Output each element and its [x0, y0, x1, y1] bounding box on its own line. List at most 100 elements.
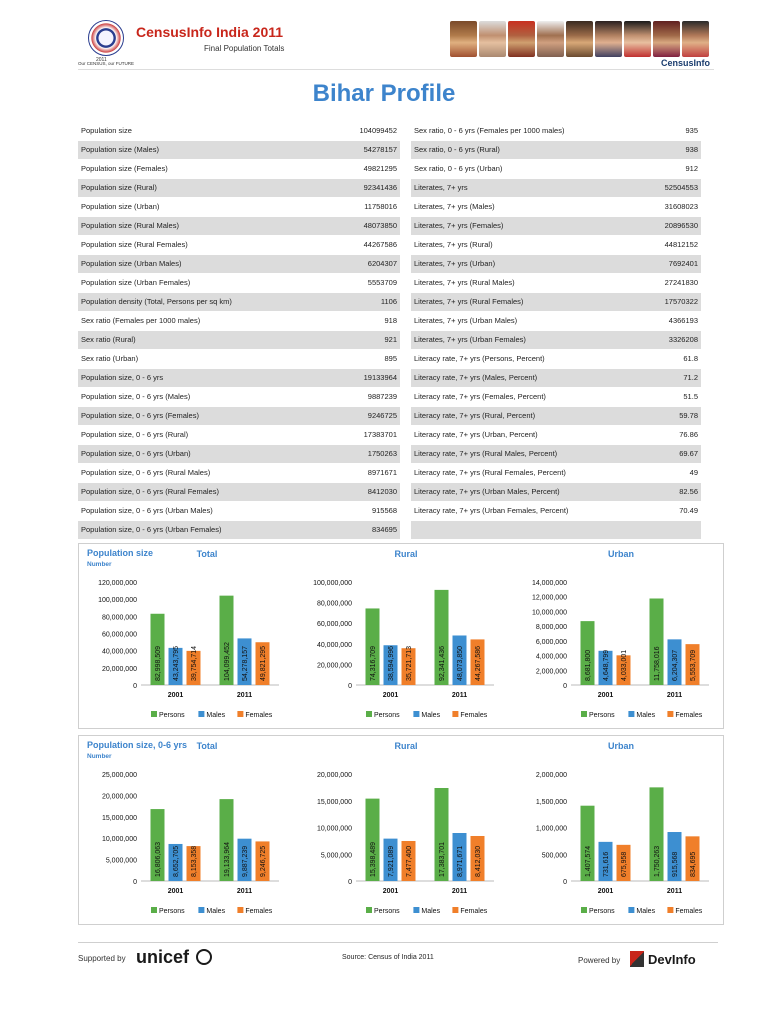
panel-unit: Number	[87, 753, 112, 760]
indicator-value: 9887239	[330, 387, 400, 407]
indicator-value: 92341436	[330, 178, 400, 198]
indicator-value: 918	[330, 311, 400, 331]
x-tick-label: 2011	[452, 888, 467, 895]
indicator-value: 4366193	[643, 311, 701, 331]
indicator-label: Literates, 7+ yrs	[411, 178, 644, 198]
indicator-value: 49	[643, 463, 701, 483]
y-tick-label: 500,000	[542, 852, 567, 859]
data-label: 4,033,001	[621, 650, 628, 681]
chart-urban: Urban 0 500,000 1,000,000 1,500,000 2,000,000…	[536, 741, 709, 915]
bar-males	[667, 639, 682, 685]
table-row: Population size, 0 - 6 yrs (Rural) 173837…	[78, 425, 400, 445]
indicator-label: Population size, 0 - 6 yrs	[78, 368, 331, 388]
legend-entry: Persons	[159, 712, 185, 719]
data-label: 44,267,586	[475, 646, 482, 681]
indicator-value	[643, 520, 701, 540]
bar-males	[598, 650, 613, 685]
data-label: 8,681,800	[585, 650, 592, 681]
y-tick-label: 20,000,000	[102, 666, 137, 673]
legend-swatch	[366, 711, 372, 717]
table-row: Population size, 0 - 6 yrs (Urban) 175026…	[78, 444, 400, 464]
table-row: Literacy rate, 7+ yrs (Rural Males, Perc…	[411, 444, 701, 464]
indicator-label: Population size (Females)	[78, 159, 331, 179]
indicator-label: Literacy rate, 7+ yrs (Urban Females, Pe…	[411, 501, 644, 521]
legend-entry: Males	[636, 908, 655, 915]
bar-males	[237, 638, 252, 685]
data-label: 11,758,016	[654, 646, 661, 681]
legend-swatch	[667, 907, 674, 913]
table-row: Population size (Females) 49821295	[78, 159, 400, 179]
indicator-value: 31608023	[643, 197, 701, 217]
table-row: Population size (Urban Females) 5553709	[78, 273, 400, 293]
table-row: Literates, 7+ yrs (Urban Males) 4366193	[411, 311, 701, 331]
table-row: Literates, 7+ yrs (Rural Females) 1757032…	[411, 292, 701, 312]
legend-entry: Males	[421, 712, 440, 719]
legend-entry: Persons	[374, 712, 400, 719]
x-tick-label: 2011	[237, 888, 252, 895]
x-tick-label: 2011	[667, 692, 682, 699]
bar-persons	[649, 787, 664, 881]
y-tick-label: 20,000,000	[317, 772, 352, 779]
brand-title: CensusInfo India 2011	[136, 24, 284, 40]
table-row: Population size, 0 - 6 yrs (Urban Female…	[78, 520, 400, 540]
bar-males	[667, 832, 682, 881]
indicator-value: 7692401	[643, 254, 701, 274]
data-label: 43,243,795	[173, 646, 180, 681]
unicef-logo: unicef	[136, 947, 190, 967]
data-label: 35,721,713	[406, 646, 413, 681]
y-tick-label: 2,000,000	[536, 668, 567, 675]
bar-males	[598, 841, 613, 881]
legend-entry: Persons	[589, 712, 615, 719]
bar-females	[401, 648, 416, 685]
x-tick-label: 2001	[168, 692, 184, 699]
indicator-value: 11758016	[330, 197, 400, 217]
legend-entry: Persons	[589, 908, 615, 915]
data-label: 74,316,709	[370, 646, 377, 681]
legend-entry: Males	[421, 908, 440, 915]
portrait-photo-icon	[508, 21, 535, 57]
indicator-label: Population density (Total, Persons per s…	[78, 292, 331, 312]
indicator-label: Sex ratio, 0 - 6 yrs (Rural)	[411, 140, 644, 160]
bar-females	[470, 835, 485, 881]
indicator-value: 938	[643, 140, 701, 160]
bar-females	[470, 639, 485, 685]
bar-persons	[434, 787, 449, 881]
data-label: 834,695	[690, 852, 697, 877]
data-label: 915,568	[672, 852, 679, 877]
y-tick-label: 80,000,000	[102, 614, 137, 621]
chart-urban: Urban 0 2,000,000 4,000,000 6,000,000 8,000,0…	[532, 549, 709, 719]
legend-swatch	[198, 907, 205, 913]
indicator-value: 71.2	[643, 368, 701, 388]
indicator-label: Sex ratio (Rural)	[78, 330, 331, 350]
panel-unit: Number	[87, 561, 112, 568]
bar-females	[186, 650, 201, 685]
legend-entry: Females	[245, 908, 272, 915]
legend-swatch	[413, 711, 420, 717]
bar-males	[452, 833, 467, 881]
y-tick-label: 0	[348, 879, 352, 886]
bar-persons	[580, 805, 595, 881]
bar-persons	[219, 799, 234, 881]
portrait-photo-icon	[450, 21, 477, 57]
y-tick-label: 0	[348, 683, 352, 690]
brand-subtitle: Final Population Totals	[204, 44, 285, 53]
y-tick-label: 15,000,000	[102, 815, 137, 822]
bar-persons	[150, 613, 165, 685]
data-label: 1,407,574	[585, 846, 592, 877]
data-label: 7,921,089	[388, 846, 395, 877]
indicator-label: Literates, 7+ yrs (Rural Males)	[411, 273, 644, 293]
data-label: 8,971,671	[457, 846, 464, 877]
indicator-value: 61.8	[643, 349, 701, 369]
chart-title: Total	[197, 549, 218, 559]
bar-males	[237, 838, 252, 881]
bar-males	[168, 843, 183, 881]
table-row: Sex ratio, 0 - 6 yrs (Urban) 912	[411, 159, 701, 179]
y-tick-label: 10,000,000	[317, 826, 352, 833]
indicator-label: Population size (Urban Females)	[78, 273, 331, 293]
portrait-photo-icon	[566, 21, 593, 57]
chart-total: Total 0 20,000,000 40,000,000 60,000,000 80,0…	[98, 549, 279, 719]
indicator-label: Literates, 7+ yrs (Females)	[411, 216, 644, 236]
table-row	[411, 520, 701, 540]
table-row: Literates, 7+ yrs (Rural) 44812152	[411, 235, 701, 255]
table-row: Literates, 7+ yrs (Females) 20896530	[411, 216, 701, 236]
